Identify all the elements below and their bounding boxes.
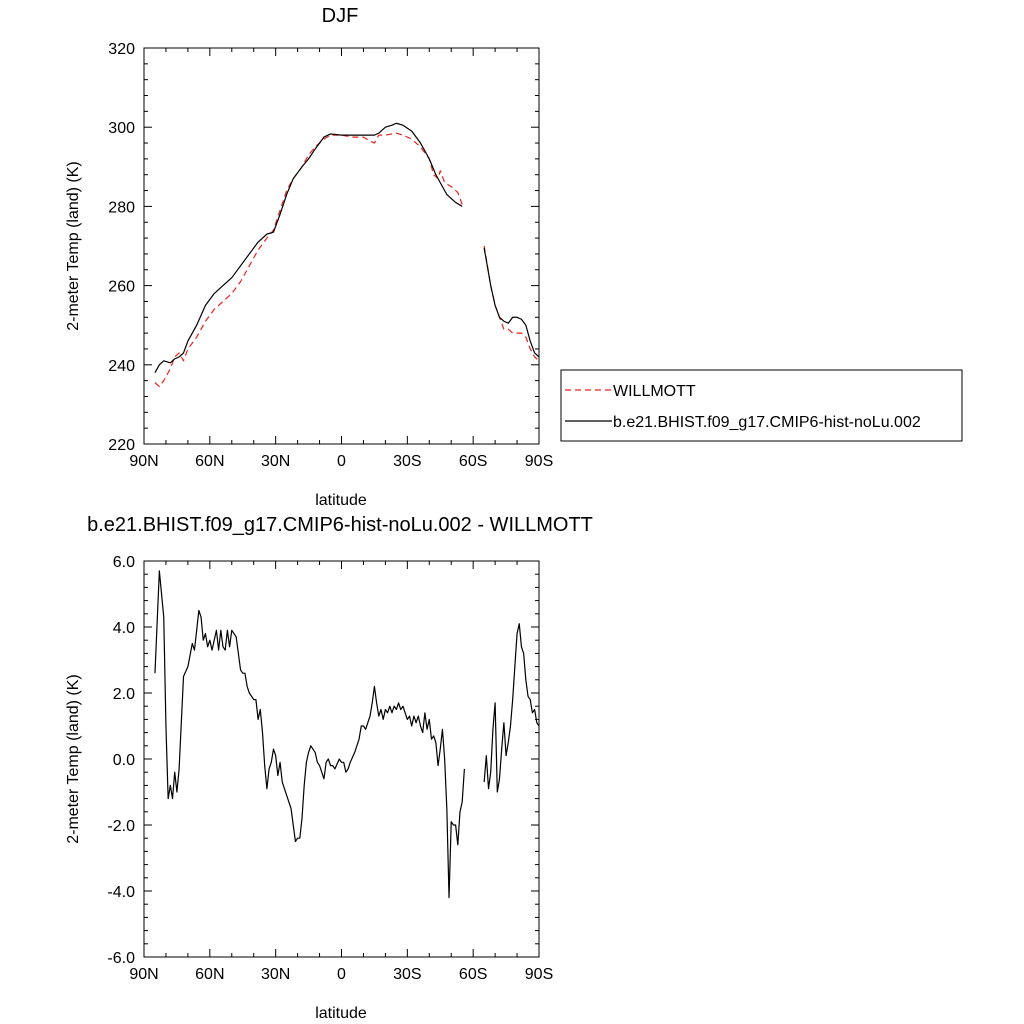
- x-tick-label: 60S: [459, 966, 487, 983]
- tick-labels-bottom: 90N 60N 30N 0 30S 60S 90S -6.0 -4.0 -2.0 0.0 2.0 4.0…: [107, 554, 553, 983]
- x-tick-label: 90S: [525, 966, 553, 983]
- series-line-b-e21-bhist-f09-g17-cmip6-hist-nolu-002-segment-1: [154, 122, 463, 374]
- chart-title-top: DJF: [322, 5, 359, 27]
- legend: WILLMOTT b.e21.BHIST.f09_g17.CMIP6-hist-…: [560, 369, 963, 442]
- tick-labels-top: 90N 60N 30N 0 30S 60S 90S 220 240 260 280 300 320: [108, 41, 553, 470]
- y-tick-label: -6.0: [107, 950, 135, 967]
- x-tick-label: 60N: [195, 453, 224, 470]
- plot-frame-bottom: [143, 560, 540, 958]
- panel-top: DJF 90N 60N 30N 0 30S 60S 90S 220 240 260 280 300 32…: [65, 5, 553, 509]
- series-line-willmott-segment-1: [154, 132, 463, 388]
- x-tick-label: 30S: [393, 453, 421, 470]
- y-tick-label: 220: [108, 437, 135, 454]
- plot-frame-top: [143, 47, 540, 445]
- x-tick-label: 0: [337, 966, 346, 983]
- y-tick-label: -4.0: [107, 884, 135, 901]
- series-line-b-e21-bhist-f09-g17-cmip6-hist-nolu-002-segment-2: [483, 247, 540, 358]
- x-axis-label-top: latitude: [315, 492, 367, 509]
- y-tick-label: 260: [108, 279, 135, 296]
- y-tick-label: 300: [108, 120, 135, 137]
- x-tick-label: 60N: [195, 966, 224, 983]
- series-group-bottom: [154, 570, 540, 899]
- x-tick-label: 0: [337, 453, 346, 470]
- y-tick-label: 320: [108, 41, 135, 58]
- x-tick-label: 60S: [459, 453, 487, 470]
- y-tick-label: 2.0: [113, 686, 135, 703]
- chart-title-bottom: b.e21.BHIST.f09_g17.CMIP6-hist-noLu.002 …: [87, 514, 593, 536]
- x-tick-label: 30N: [261, 453, 290, 470]
- y-tick-label: -2.0: [107, 818, 135, 835]
- x-tick-label: 30S: [393, 966, 421, 983]
- series-line-difference-segment-2: [483, 623, 540, 793]
- y-tick-label: 4.0: [113, 620, 135, 637]
- legend-label-willmott: WILLMOTT: [613, 383, 696, 400]
- ticks-bottom: [143, 560, 540, 958]
- y-tick-label: 6.0: [113, 554, 135, 571]
- y-axis-label-top: 2-meter Temp (land) (K): [65, 161, 82, 331]
- legend-box: [560, 369, 963, 442]
- ticks-top: [143, 47, 540, 445]
- y-axis-label-bottom: 2-meter Temp (land) (K): [65, 674, 82, 844]
- x-tick-label: 30N: [261, 966, 290, 983]
- series-line-difference-segment-1: [154, 570, 465, 899]
- x-tick-label: 90S: [525, 453, 553, 470]
- series-group-top: [154, 122, 540, 388]
- panel-bottom: b.e21.BHIST.f09_g17.CMIP6-hist-noLu.002 …: [65, 514, 593, 1022]
- y-tick-label: 280: [108, 199, 135, 216]
- y-tick-label: 240: [108, 358, 135, 375]
- x-axis-label-bottom: latitude: [315, 1005, 367, 1022]
- x-tick-label: 90N: [129, 453, 158, 470]
- x-tick-label: 90N: [129, 966, 158, 983]
- y-tick-label: 0.0: [113, 752, 135, 769]
- legend-label-model: b.e21.BHIST.f09_g17.CMIP6-hist-noLu.002: [613, 414, 921, 431]
